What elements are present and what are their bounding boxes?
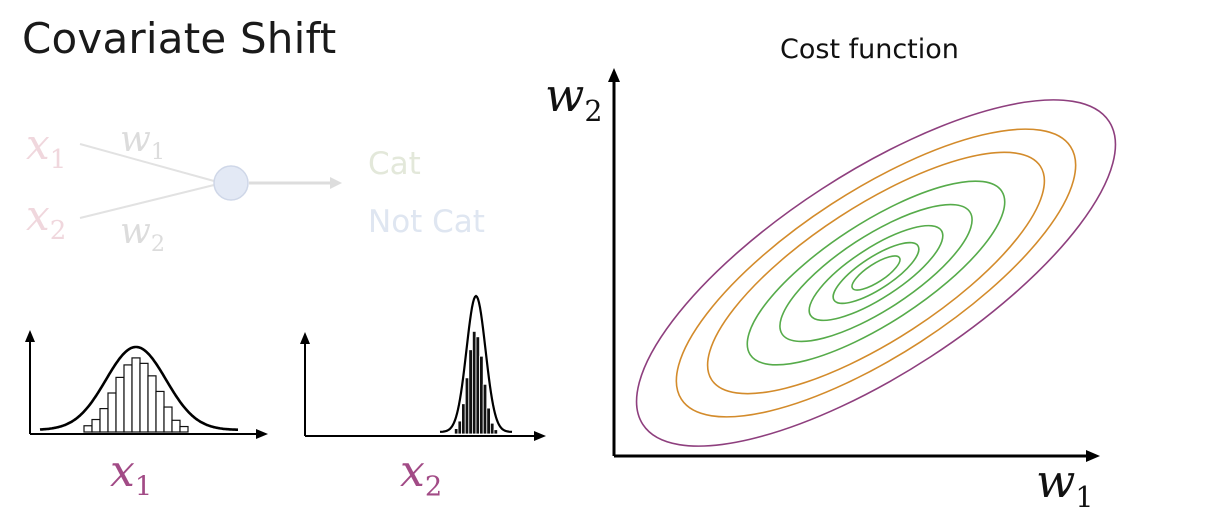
w1-axis-arrow (1086, 450, 1100, 462)
contour-ellipses (635, 99, 1117, 447)
x1-hist-x-arrow (256, 429, 268, 439)
network-weight-w1: w1 (120, 119, 166, 165)
contour-ring-5 (779, 203, 973, 343)
slide-title: Covariate Shift (22, 14, 337, 63)
x2-hist-y-arrow (300, 332, 310, 344)
w2-axis-label: w2 (545, 68, 603, 128)
w1-axis-label: w1 (1036, 454, 1094, 514)
output-notcat-label: Not Cat (368, 204, 485, 240)
network-input-x2: x2 (26, 191, 67, 247)
x1-hist-curve (39, 345, 238, 431)
contour-ring-1 (635, 99, 1117, 447)
neuron (213, 165, 249, 201)
network-weight-w2: w2 (120, 211, 166, 257)
contour-ring-7 (832, 241, 920, 305)
x2-hist-bars (453, 330, 498, 435)
output-cat-label: Cat (368, 146, 421, 182)
edge-x2-neuron (79, 184, 215, 219)
x1-hist-label: x1 (110, 446, 153, 503)
x1-hist-bars (83, 357, 189, 433)
x2-hist-label: x2 (400, 446, 443, 503)
contour-ring-3 (706, 151, 1046, 395)
hist-bar (179, 425, 189, 433)
hist-bar (493, 429, 498, 435)
hist-bar (163, 406, 173, 433)
x1-hist-y-arrow (25, 330, 35, 342)
w2-axis-arrow (608, 68, 620, 82)
output-arrow-head (330, 177, 342, 189)
hist-bar (486, 407, 491, 435)
network-input-x1: x1 (26, 120, 67, 176)
cost-function-title: Cost function (780, 34, 959, 65)
x2-hist-curve (439, 294, 513, 433)
contour-ring-4 (746, 180, 1006, 366)
contour-ring-6 (808, 224, 944, 322)
hist-bar (489, 422, 495, 435)
contour-ring-2 (675, 128, 1077, 418)
edge-x1-neuron (79, 143, 215, 182)
x2-hist-x-arrow (534, 431, 546, 441)
contour-ring-8 (851, 255, 901, 291)
